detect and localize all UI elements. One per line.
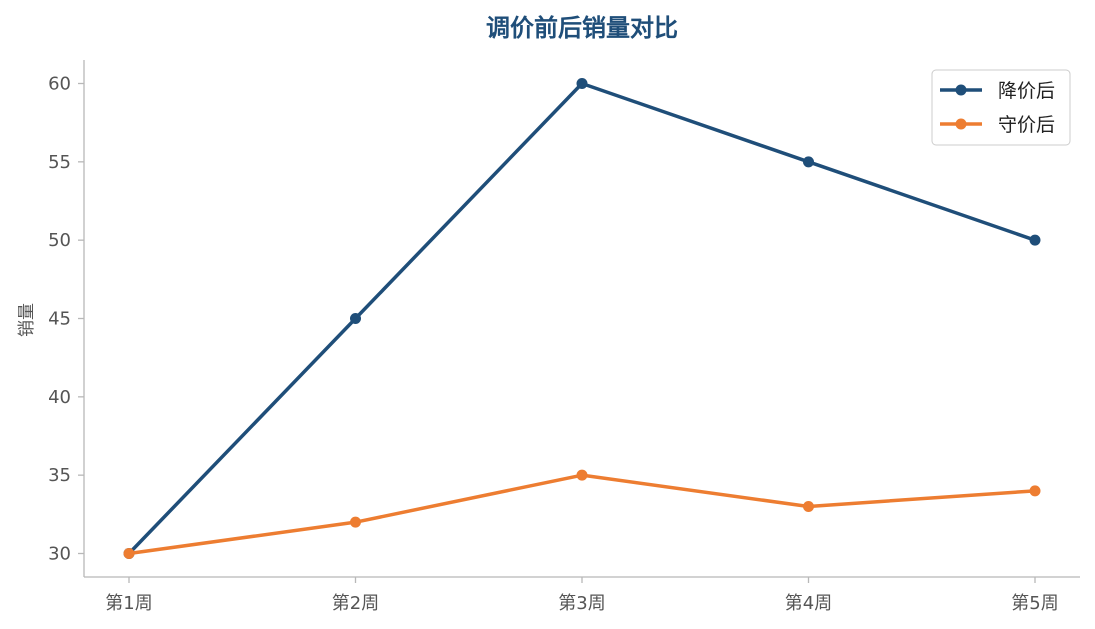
y-tick-label: 30 [48,544,71,565]
y-tick-label: 55 [48,152,71,173]
data-point [803,501,814,512]
data-point [1029,234,1041,246]
series-2 [123,469,1041,559]
chart-title: 调价前后销量对比 [486,14,678,42]
y-tick-label: 35 [48,465,71,486]
data-point [1029,485,1041,497]
data-point [123,548,135,559]
data-point [576,469,588,481]
y-axis-label: 销量 [17,303,37,337]
legend-item: 守价后 [940,114,1055,136]
x-tick-label: 第5周 [1011,593,1058,614]
legend-swatch-marker [955,118,967,130]
y-tick-label: 60 [48,74,71,95]
data-point [803,156,814,168]
y-tick-label: 45 [48,309,71,330]
y-tick-label: 40 [48,387,71,408]
legend-label: 守价后 [998,114,1055,136]
axes: 30 35 40 45 50 55 60 第1周 第2周 第3周 第4周 第5周 [48,60,1080,614]
series-line [127,81,1037,556]
data-point [350,313,361,324]
x-tick-label: 第4周 [785,593,832,614]
legend-label: 降价后 [998,80,1055,102]
legend-item: 降价后 [940,80,1055,102]
x-tick-label: 第2周 [332,593,379,614]
data-point [350,516,361,528]
y-tick-label: 50 [48,230,71,251]
series-1 [123,78,1041,559]
series-line [127,473,1037,556]
series-layer [123,78,1041,559]
x-tick-label: 第3周 [558,593,605,614]
data-point [576,78,588,89]
legend-swatch-marker [955,84,967,96]
x-tick-label: 第1周 [105,593,152,614]
